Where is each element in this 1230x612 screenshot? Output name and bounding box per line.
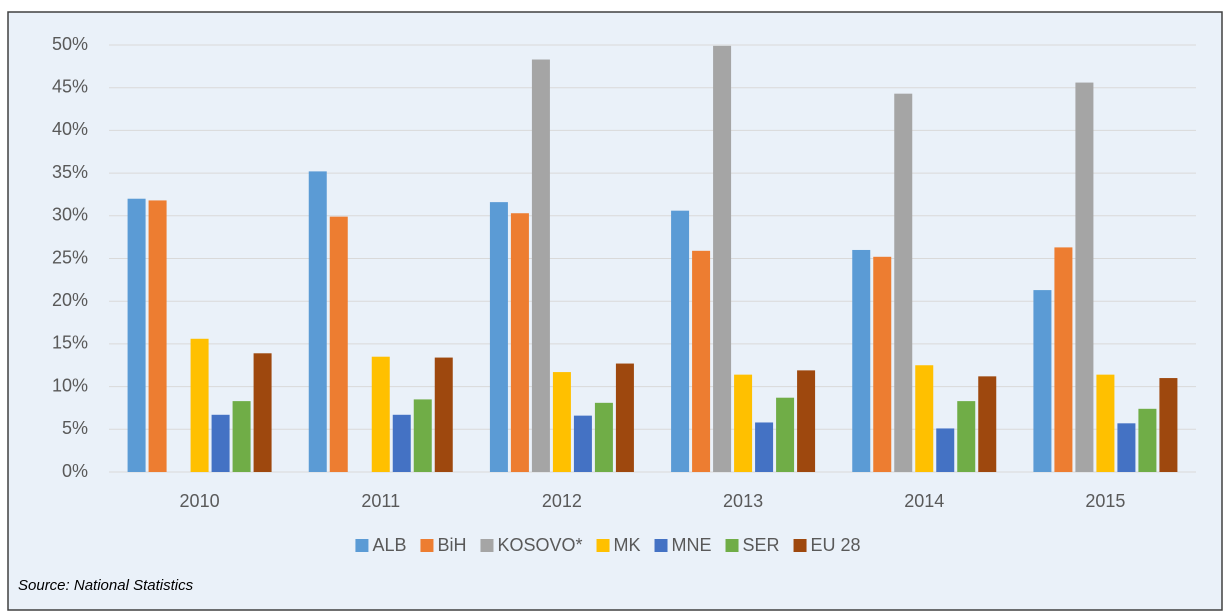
bar (1096, 374, 1115, 472)
bar (573, 415, 592, 472)
legend-label: ALB (372, 535, 406, 555)
legend-label: MNE (672, 535, 712, 555)
bar (1054, 247, 1073, 472)
source-note: Source: National Statistics (18, 577, 194, 594)
bar (329, 216, 348, 472)
bar (1138, 408, 1157, 472)
bar (797, 370, 816, 472)
bar (615, 363, 634, 472)
bar (531, 59, 550, 472)
y-tick-label: 15% (52, 333, 88, 353)
y-tick-label: 20% (52, 290, 88, 310)
bar (211, 414, 230, 472)
x-tick-label: 2013 (723, 491, 763, 511)
legend-label: SER (743, 535, 780, 555)
y-tick-label: 40% (52, 119, 88, 139)
bar (713, 45, 732, 472)
legend-label: BiH (437, 535, 466, 555)
y-tick-label: 0% (62, 461, 88, 481)
bar (1075, 82, 1094, 473)
bar (127, 198, 146, 472)
y-tick-label: 35% (52, 162, 88, 182)
bar (978, 376, 997, 472)
legend-swatch (725, 539, 739, 552)
legend-swatch (654, 539, 668, 552)
bar (510, 213, 529, 472)
bar (671, 210, 690, 472)
legend-swatch (355, 539, 369, 552)
y-tick-label: 25% (52, 247, 88, 267)
y-tick-label: 10% (52, 375, 88, 395)
bar (1117, 423, 1136, 472)
legend-label: EU 28 (811, 535, 861, 555)
bar (1159, 378, 1178, 472)
x-tick-label: 2015 (1085, 491, 1125, 511)
x-tick-label: 2012 (542, 491, 582, 511)
bar (776, 397, 795, 472)
bar (434, 357, 453, 472)
legend-swatch (480, 539, 494, 552)
legend-label: MK (614, 535, 641, 555)
bar (1033, 290, 1052, 472)
bar (552, 372, 571, 472)
y-tick-label: 45% (52, 76, 88, 96)
bar (232, 401, 251, 472)
bar (413, 399, 432, 472)
bar (190, 338, 209, 472)
bar (936, 428, 955, 472)
legend-swatch (793, 539, 807, 552)
y-tick-label: 50% (52, 34, 88, 54)
bar (734, 374, 753, 472)
legend-swatch (596, 539, 610, 552)
bar (148, 200, 167, 473)
y-tick-label: 5% (62, 418, 88, 438)
x-tick-label: 2011 (361, 491, 400, 511)
x-tick-label: 2014 (904, 491, 944, 511)
bar (594, 402, 613, 472)
y-tick-label: 30% (52, 205, 88, 225)
frame (7, 11, 1223, 611)
bar (371, 356, 390, 472)
legend-swatch (420, 539, 434, 552)
bar (392, 414, 411, 472)
bar (873, 256, 892, 472)
bar (894, 93, 913, 472)
bar (308, 171, 327, 472)
bar (489, 202, 508, 473)
x-tick-label: 2010 (180, 491, 220, 511)
bar (755, 422, 774, 472)
bar (915, 365, 934, 472)
bar (852, 249, 871, 472)
bar (957, 401, 976, 472)
bar (253, 353, 272, 472)
legend-label: KOSOVO* (497, 535, 582, 555)
bar (692, 250, 711, 472)
